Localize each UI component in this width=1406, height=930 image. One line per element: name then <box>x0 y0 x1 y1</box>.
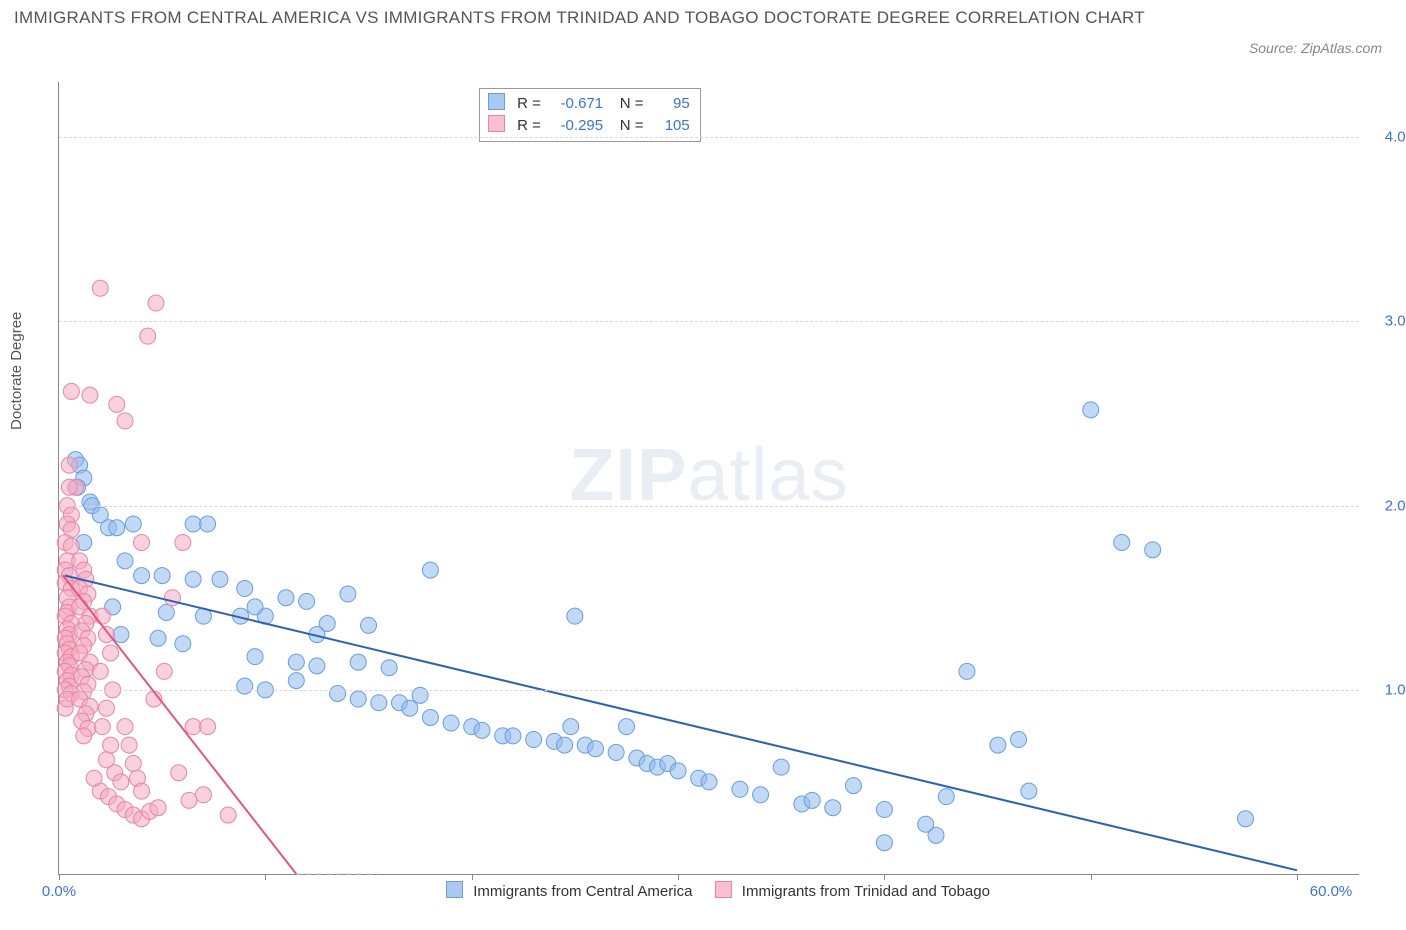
gridline-h <box>59 321 1359 322</box>
x-tick-mark <box>265 874 266 880</box>
legend-swatch-0 <box>488 93 505 110</box>
legend-row-0: R = -0.671 N = 95 <box>488 93 690 115</box>
legend-r-value-1: -0.295 <box>545 115 603 137</box>
gridline-h <box>59 137 1359 138</box>
bottom-legend: Immigrants from Central America Immigran… <box>59 881 1359 900</box>
bottom-swatch-0 <box>446 881 463 898</box>
legend-n-value-0: 95 <box>650 93 690 115</box>
y-tick-label: 4.0% <box>1369 129 1406 146</box>
chart-title: IMMIGRANTS FROM CENTRAL AMERICA VS IMMIG… <box>14 4 1186 31</box>
chart-plot-area: ZIPatlas R = -0.671 N = 95 R = -0.295 N … <box>58 82 1359 875</box>
x-tick-mark <box>472 874 473 880</box>
y-tick-label: 1.0% <box>1369 681 1406 698</box>
legend-r-value-0: -0.671 <box>545 93 603 115</box>
x-tick-mark <box>1091 874 1092 880</box>
y-axis-label: Doctorate Degree <box>8 312 25 430</box>
legend-n-value-1: 105 <box>650 115 690 137</box>
scatter-svg <box>59 82 1359 874</box>
legend-row-1: R = -0.295 N = 105 <box>488 115 690 137</box>
gridline-h <box>59 690 1359 691</box>
legend-swatch-1 <box>488 115 505 132</box>
gridline-h <box>59 506 1359 507</box>
bottom-swatch-1 <box>715 881 732 898</box>
y-tick-label: 3.0% <box>1369 313 1406 330</box>
chart-source: Source: ZipAtlas.com <box>1249 40 1382 56</box>
legend-n-label-1: N = <box>620 117 644 134</box>
x-tick-mark <box>884 874 885 880</box>
x-tick-mark <box>678 874 679 880</box>
bottom-legend-label-1: Immigrants from Trinidad and Tobago <box>742 883 990 900</box>
legend-r-label-0: R = <box>517 95 541 112</box>
legend-r-label-1: R = <box>517 117 541 134</box>
bottom-legend-label-0: Immigrants from Central America <box>473 883 692 900</box>
legend-n-label-0: N = <box>620 95 644 112</box>
x-tick-mark <box>59 874 60 880</box>
y-tick-label: 2.0% <box>1369 497 1406 514</box>
legend-box: R = -0.671 N = 95 R = -0.295 N = 105 <box>479 88 701 142</box>
x-tick-mark <box>1297 874 1298 880</box>
